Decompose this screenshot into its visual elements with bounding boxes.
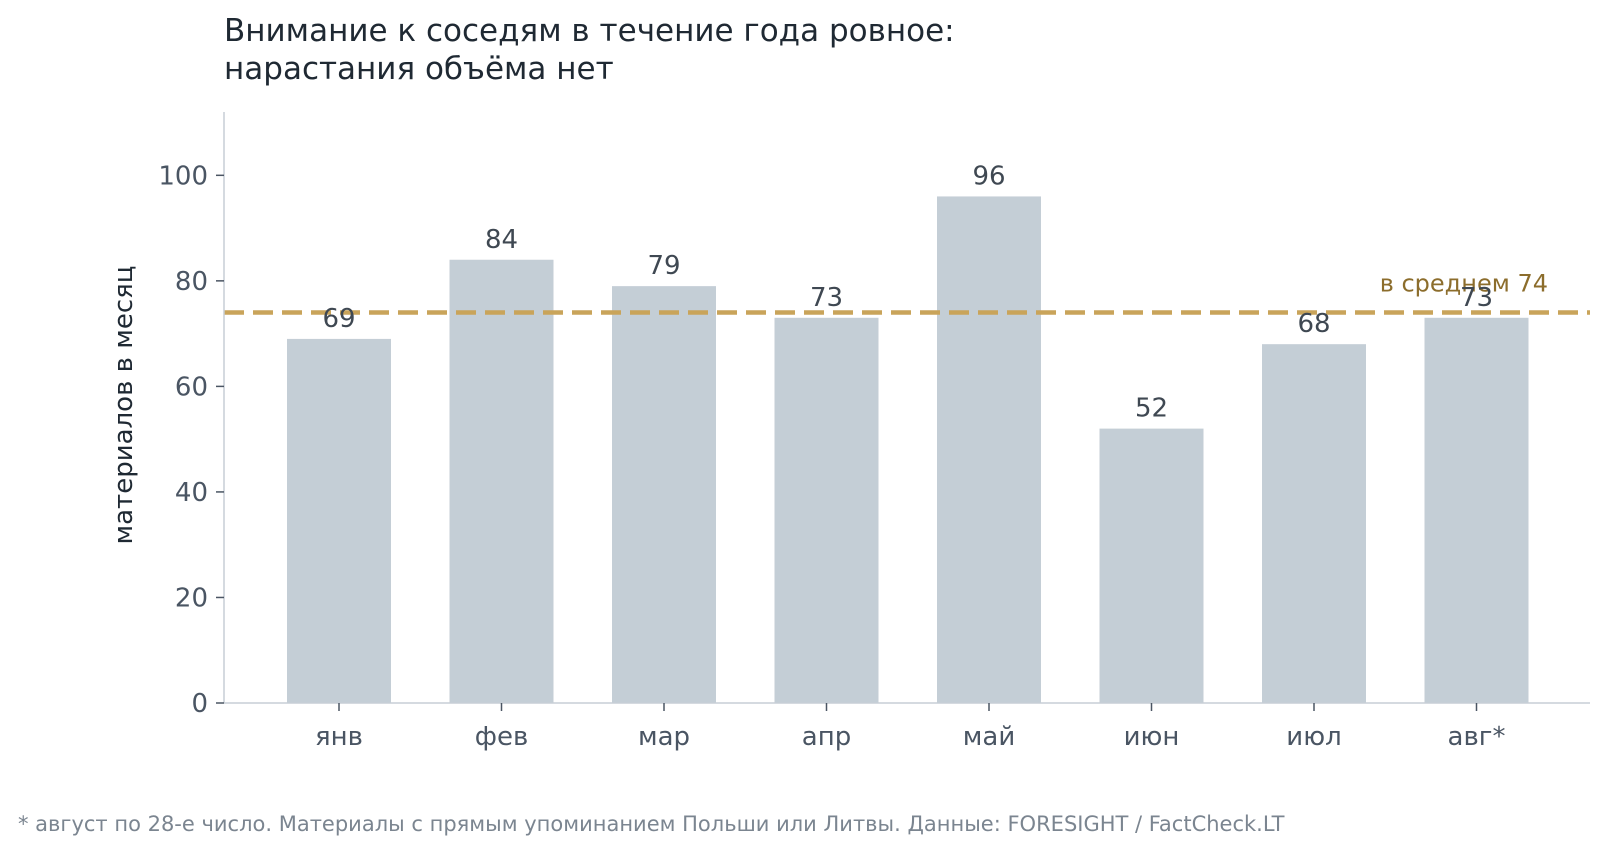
x-tick-label: фев [475,722,529,752]
value-label: 68 [1297,309,1330,339]
footnote: * август по 28-е число. Материалы с прям… [18,812,1285,836]
bars-group [287,196,1529,703]
value-label: 73 [1460,283,1493,313]
value-label: 52 [1135,394,1168,424]
labels-group: 69 84 79 73 96 52 68 73 [322,161,1493,423]
y-tick-label: 40 [175,478,208,508]
bar [612,286,716,703]
value-label: 79 [647,251,680,281]
x-tick-label: июн [1124,722,1180,752]
average-label: в среднем 74 [1380,270,1548,298]
bar [937,196,1041,703]
bar [287,338,391,703]
y-axis-label: материалов в месяц [109,266,139,545]
x-tick-label: май [963,722,1015,752]
x-tick-label: июл [1286,722,1341,752]
x-tick-label: апр [802,722,851,752]
y-tick-label: 20 [175,583,208,613]
chart-title-line-2: нарастания объёма нет [224,51,614,87]
value-label: 84 [485,225,518,255]
bar [1099,428,1204,703]
y-tick-label: 80 [175,267,208,297]
bar [449,259,554,703]
value-label: 73 [810,283,843,313]
y-tick-label: 60 [175,372,208,402]
x-tick-label: янв [315,722,363,752]
axes-group: 0 20 40 60 80 100 янв фев мар апр май июн июл авг* [158,112,1590,752]
value-label: 96 [972,161,1005,191]
bar [1424,317,1529,703]
chart-title: Внимание к соседям в течение года ровное… [224,12,955,88]
y-tick-label: 100 [158,161,208,191]
value-label: 69 [322,304,355,334]
bar [1262,344,1366,703]
reference-group: в среднем 74 [224,270,1590,315]
bar [774,317,879,703]
x-tick-label: авг* [1448,722,1506,752]
x-tick-label: мар [638,722,690,752]
chart-title-line-1: Внимание к соседям в течение года ровное… [224,13,955,49]
y-tick-label: 0 [191,689,208,719]
